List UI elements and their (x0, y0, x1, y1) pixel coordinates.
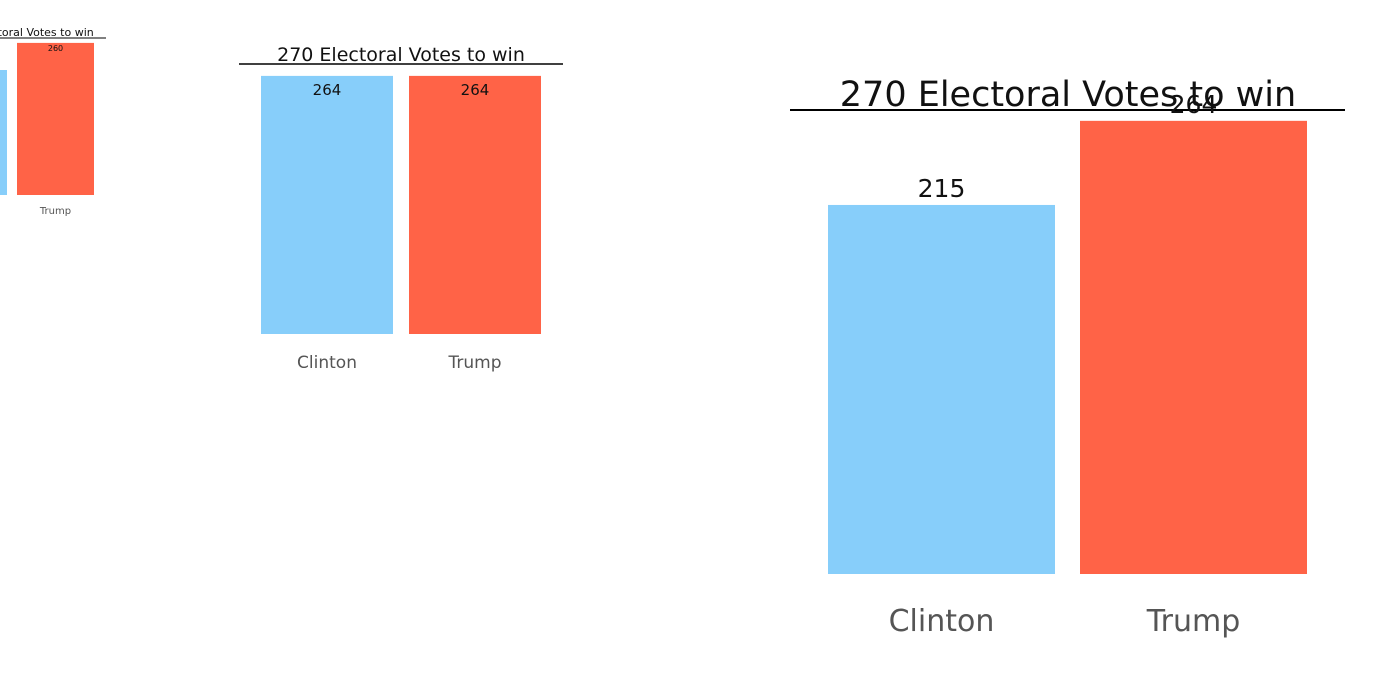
tick-label-trump: Trump (1146, 604, 1241, 639)
chart-title: 270 Electoral Votes to win (277, 44, 525, 66)
value-label-clinton: 264 (313, 81, 342, 99)
bar-trump (1080, 120, 1307, 575)
chart-left-partial: 270 Electoral Votes to win 260 Trump (0, 26, 106, 217)
bar-clinton (828, 204, 1055, 574)
tick-label-clinton: Clinton (889, 604, 995, 639)
bar-clinton (261, 75, 393, 334)
bar-clinton (0, 70, 7, 195)
value-label-clinton: 215 (918, 174, 966, 203)
chart-middle: 270 Electoral Votes to win 264 Clinton 264 T… (239, 44, 563, 373)
value-label-trump: 264 (461, 81, 490, 99)
tick-label-trump: Trump (447, 353, 501, 373)
chart-title: 270 Electoral Votes to win (840, 75, 1296, 115)
tick-label-clinton: Clinton (297, 353, 357, 373)
chart-right: 270 Electoral Votes to win 215 Clinton 264 T… (790, 75, 1345, 639)
bar-trump (409, 75, 541, 334)
chart-title: 270 Electoral Votes to win (0, 26, 94, 39)
bar-trump (17, 42, 94, 196)
value-label-trump: 264 (1170, 90, 1218, 119)
tick-label-trump: Trump (39, 206, 71, 217)
value-label-trump: 260 (48, 44, 63, 53)
